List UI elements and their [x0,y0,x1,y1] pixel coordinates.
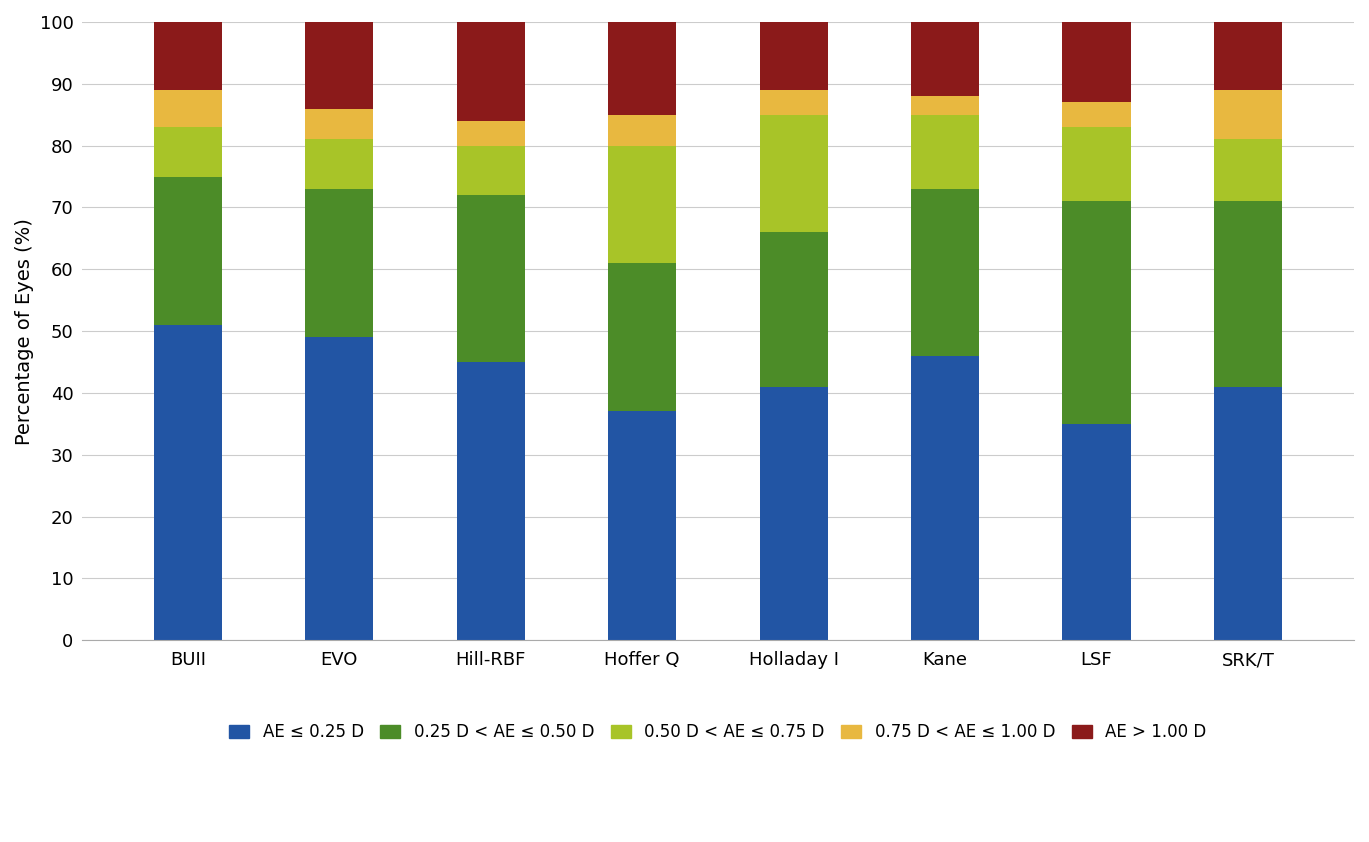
Bar [1214,140,1281,201]
Bar [457,362,524,640]
Bar [153,22,222,90]
Bar [608,412,676,640]
Bar [1214,22,1281,90]
Bar [305,109,374,140]
Bar [760,386,828,640]
Bar [457,146,524,195]
Bar [760,232,828,386]
Bar [608,22,676,115]
Bar [1062,127,1131,201]
Bar [1214,201,1281,386]
Bar [910,115,979,189]
Bar [910,356,979,640]
Bar [457,195,524,362]
Bar [1062,201,1131,424]
Bar [608,146,676,263]
Bar [760,90,828,115]
Bar [457,121,524,146]
Bar [153,177,222,325]
Bar [153,325,222,640]
Bar [457,22,524,121]
Bar [608,263,676,412]
Bar [305,22,374,109]
Legend: AE ≤ 0.25 D, 0.25 D < AE ≤ 0.50 D, 0.50 D < AE ≤ 0.75 D, 0.75 D < AE ≤ 1.00 D, A: AE ≤ 0.25 D, 0.25 D < AE ≤ 0.50 D, 0.50 … [223,717,1213,748]
Bar [1062,22,1131,103]
Bar [1062,103,1131,127]
Bar [910,22,979,96]
Bar [608,115,676,146]
Bar [305,189,374,338]
Bar [1062,424,1131,640]
Y-axis label: Percentage of Eyes (%): Percentage of Eyes (%) [15,218,34,445]
Bar [153,90,222,127]
Bar [760,115,828,232]
Bar [305,140,374,189]
Bar [1214,90,1281,140]
Bar [153,127,222,177]
Bar [1214,386,1281,640]
Bar [910,96,979,115]
Bar [760,22,828,90]
Bar [305,338,374,640]
Bar [910,189,979,356]
